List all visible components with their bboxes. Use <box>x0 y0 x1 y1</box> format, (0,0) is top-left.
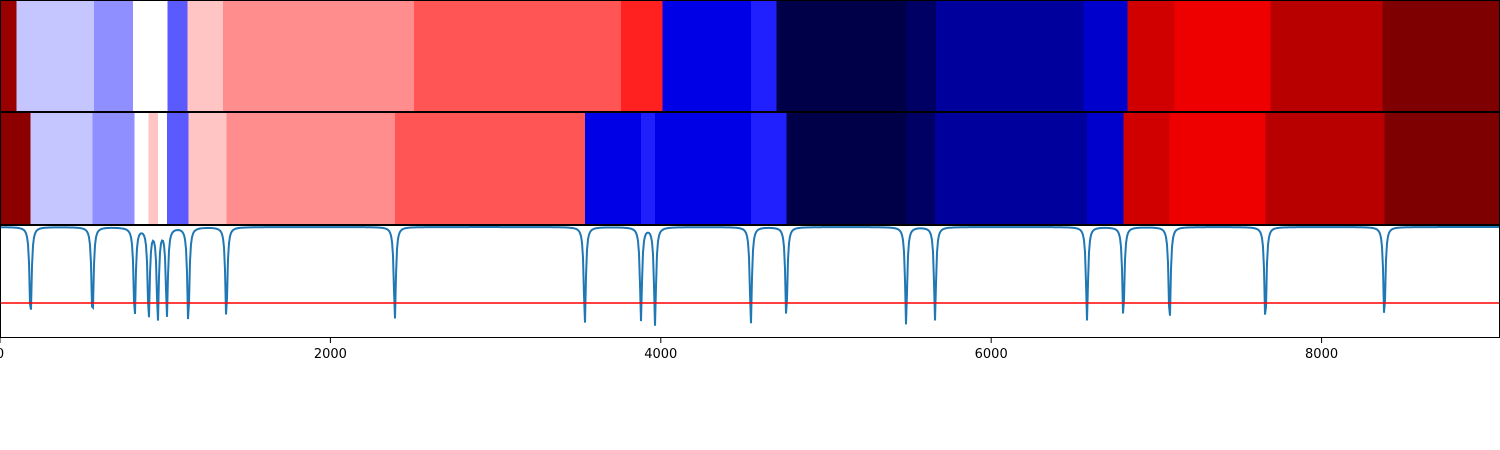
heatmap-row-2-segment <box>584 113 641 225</box>
heatmap-row-1-segment <box>223 1 414 112</box>
heatmap-row-2-segment <box>1169 113 1266 225</box>
heatmap-row-2-segment <box>226 113 395 225</box>
heatmap-row-1-segment <box>1382 1 1500 112</box>
heatmap-row-2-segment <box>786 113 907 225</box>
x-tick-label: 4000 <box>644 347 677 362</box>
heatmap-row-1-segment <box>662 1 751 112</box>
heatmap-row-1-segment <box>94 1 133 112</box>
heatmap-row-2-segment <box>394 113 585 225</box>
heatmap-row-2-segment <box>935 113 1088 225</box>
heatmap-row-1-segment <box>750 1 777 112</box>
heatmap-row-2-segment <box>0 113 31 225</box>
heatmap-row-1-segment <box>167 1 188 112</box>
heatmap-row-2-segment <box>750 113 787 225</box>
heatmap-row-2-segment <box>157 113 167 225</box>
heatmap-row-1-segment <box>935 1 1084 112</box>
heatmap-row-1-segment <box>187 1 224 112</box>
heatmap-row-2-segment <box>92 113 135 225</box>
heatmap-row-1-segment <box>1083 1 1128 112</box>
heatmap-row-1-segment <box>0 1 17 112</box>
x-tick-label: 6000 <box>975 347 1008 362</box>
heatmap-row-1-segment <box>776 1 907 112</box>
heatmap-row-1-segment <box>413 1 622 112</box>
heatmap-row-2-segment <box>906 113 936 225</box>
heatmap-row-1-segment <box>906 1 936 112</box>
heatmap-row-2-segment <box>1265 113 1385 225</box>
x-tick-label: 2000 <box>314 347 347 362</box>
heatmap-row-2-segment <box>1087 113 1124 225</box>
heatmap-row-2-segment <box>166 113 189 225</box>
heatmap-row-2-segment <box>640 113 656 225</box>
heatmap-row-2-segment <box>30 113 93 225</box>
heatmap-row-1-segment <box>621 1 663 112</box>
heatmap-row-1-segment <box>1270 1 1383 112</box>
heatmap-row-2-segment <box>1384 113 1500 225</box>
x-tick-label: 8000 <box>1305 347 1338 362</box>
heatmap-row-1-segment <box>16 1 95 112</box>
heatmap-row-1-segment <box>132 1 168 112</box>
heatmap-row-2-segment <box>1123 113 1170 225</box>
x-tick-label: 0 <box>0 347 4 362</box>
heatmap-row-2-segment <box>134 113 149 225</box>
heatmap-row-2-segment <box>655 113 751 225</box>
heatmap-row-1-segment <box>1174 1 1271 112</box>
heatmap-row-1-segment <box>1127 1 1175 112</box>
heatmap-row-2-segment <box>188 113 227 225</box>
signal-line <box>0 226 1500 326</box>
heatmap-row-2-segment <box>148 113 158 225</box>
